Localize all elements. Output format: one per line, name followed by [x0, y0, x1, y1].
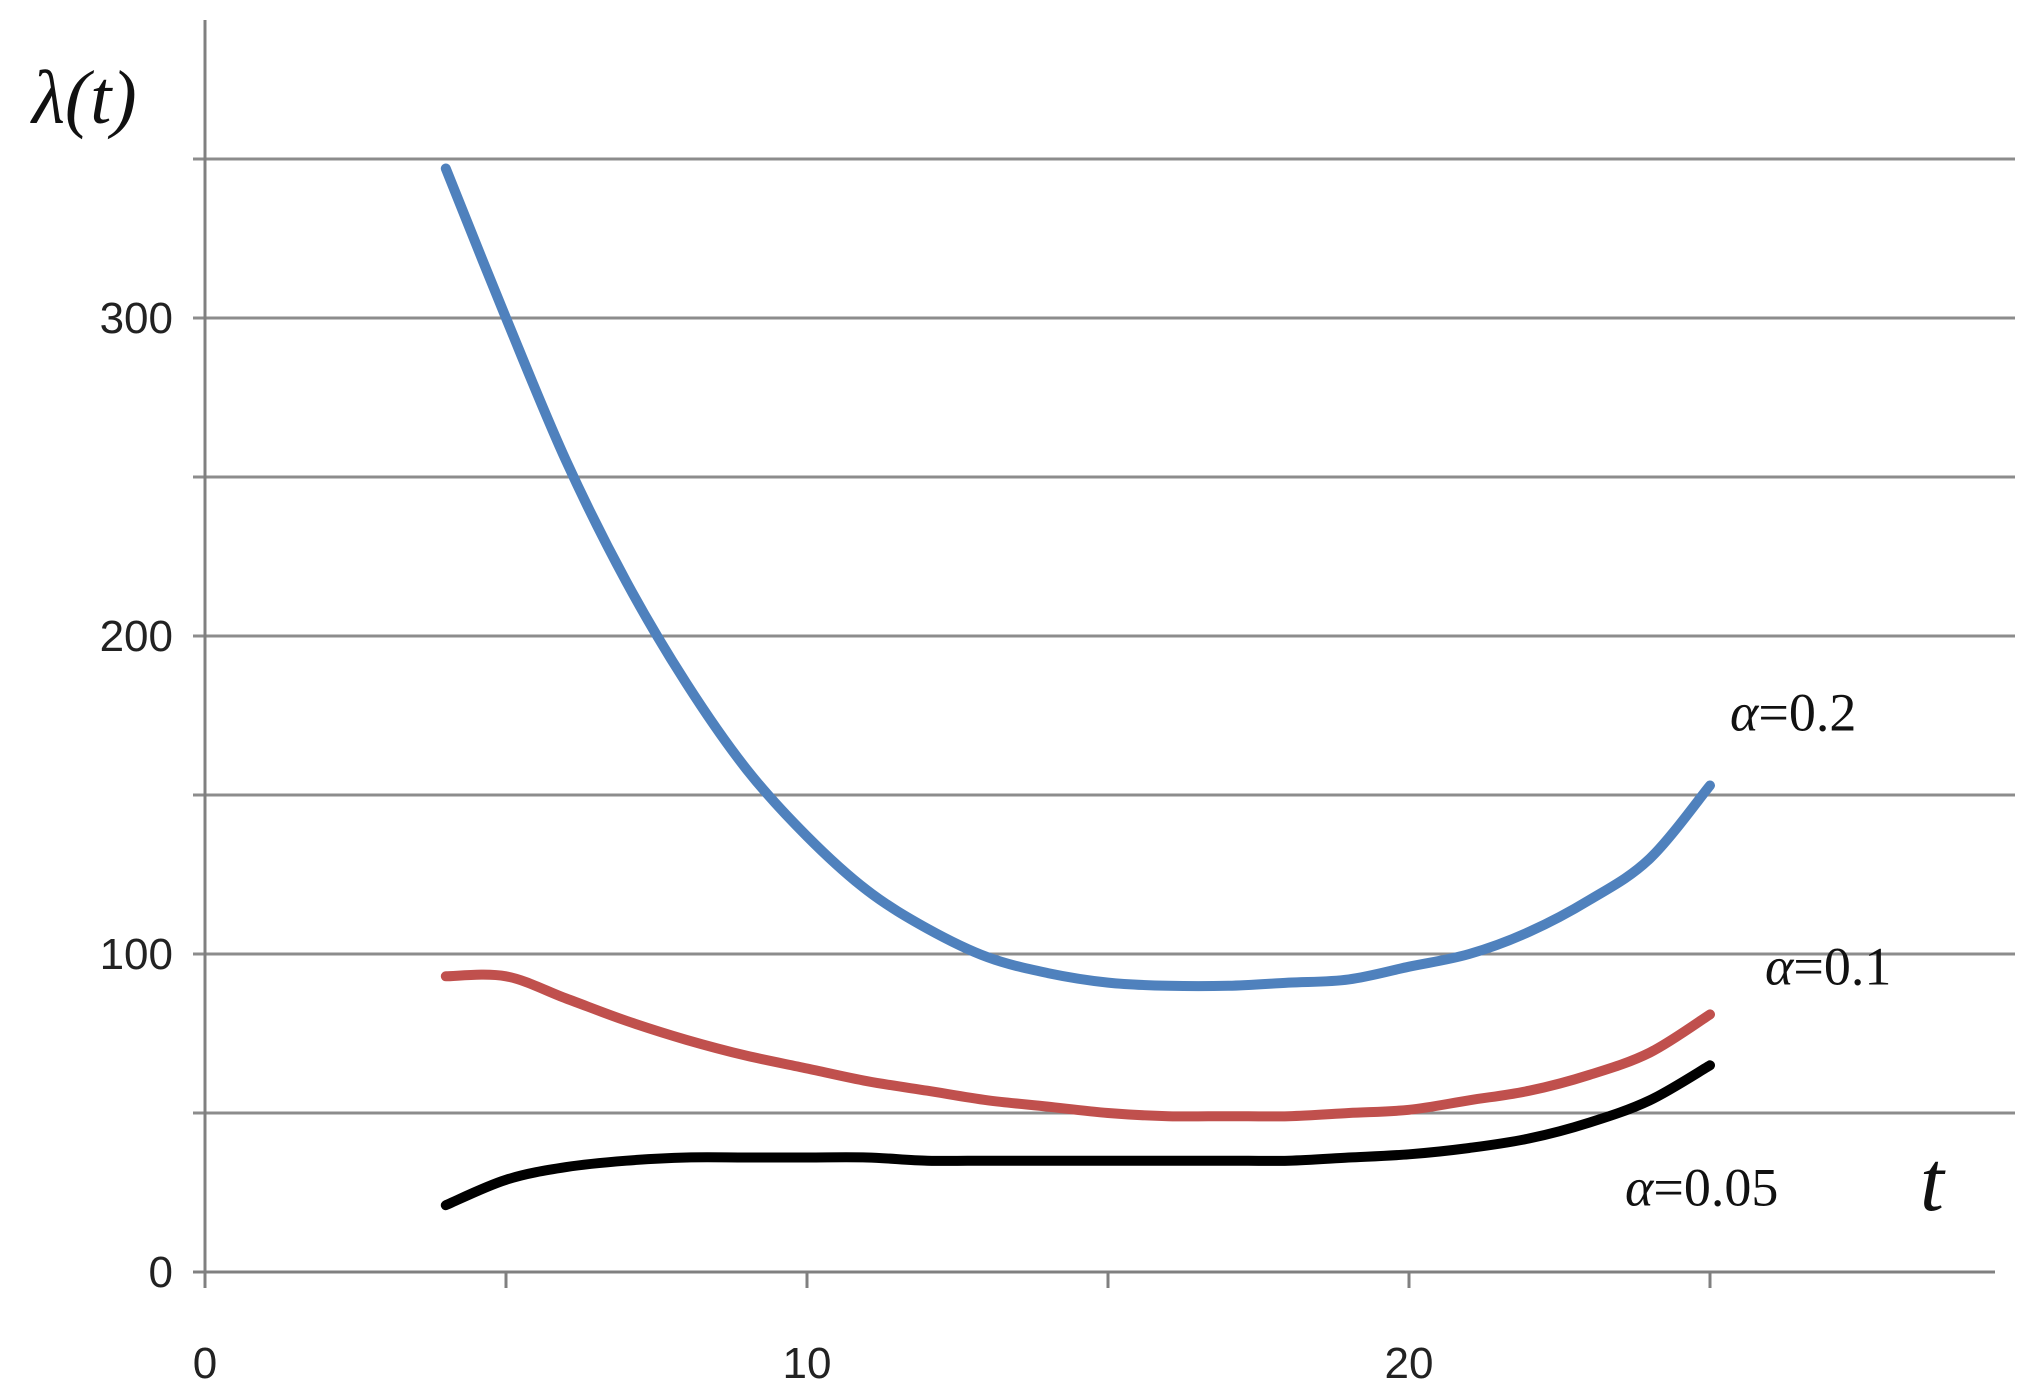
x-tick-label: 10	[783, 1339, 832, 1388]
axes	[203, 20, 1995, 1274]
gridlines	[193, 157, 2015, 1274]
y-tick-label: 100	[100, 930, 173, 979]
data-series	[440, 163, 1715, 1211]
series-line-3	[440, 1060, 1715, 1211]
y-axis-title: λ(t)	[30, 56, 137, 140]
x-tick-label: 20	[1385, 1339, 1434, 1388]
x-axis-ticks	[203, 1272, 1712, 1288]
y-tick-label: 300	[100, 294, 173, 343]
x-axis-tick-labels: 0 10 20	[193, 1339, 1434, 1388]
x-axis-title: t	[1920, 1133, 1946, 1229]
series-line-2	[440, 969, 1715, 1122]
series-line-1	[440, 163, 1715, 992]
series-labels: α=0.2 α=0.1 α=0.05	[1625, 682, 1891, 1217]
series-label-3: α=0.05	[1625, 1157, 1778, 1217]
series-label-1: α=0.2	[1730, 682, 1856, 742]
y-tick-label: 0	[149, 1248, 173, 1297]
x-tick-label: 0	[193, 1339, 217, 1388]
y-axis-tick-labels: 0 100 200 300	[100, 294, 173, 1297]
series-label-2: α=0.1	[1765, 936, 1891, 996]
y-tick-label: 200	[100, 612, 173, 661]
